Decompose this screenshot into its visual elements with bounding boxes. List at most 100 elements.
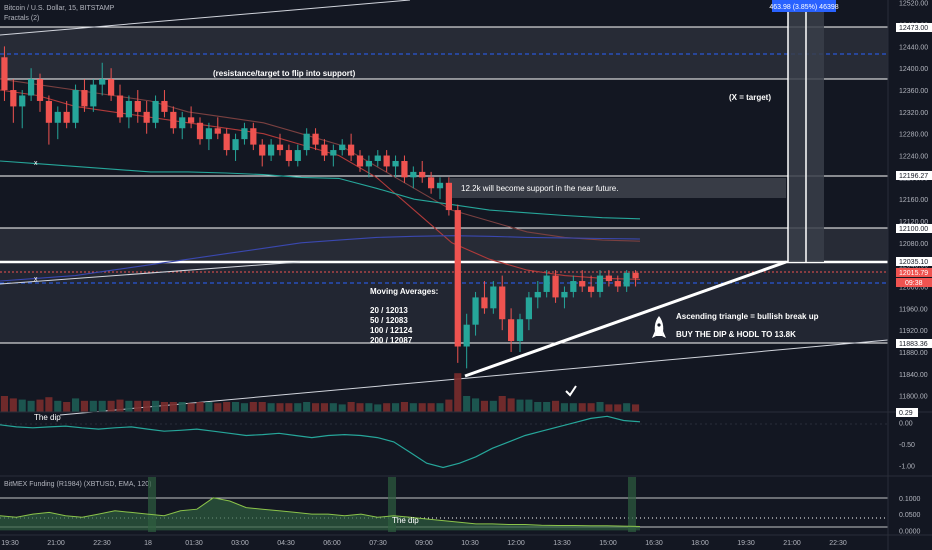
volume-bar bbox=[36, 399, 44, 412]
volume-bar bbox=[498, 396, 506, 412]
candle-body bbox=[303, 133, 310, 151]
candle-body bbox=[312, 133, 319, 145]
triangle-note: Ascending triangle = bullish break up bbox=[676, 312, 819, 321]
volume-bar bbox=[63, 402, 71, 412]
candle-body bbox=[596, 275, 604, 292]
volume-bar bbox=[258, 402, 266, 412]
candle-body bbox=[321, 144, 328, 156]
candle-body bbox=[419, 171, 426, 178]
checkmark-icon bbox=[565, 385, 577, 397]
candle-body bbox=[125, 100, 132, 118]
candle-body bbox=[543, 275, 550, 292]
time-tick-label: 21:00 bbox=[783, 540, 801, 547]
funding-tick-label: 0.0500 bbox=[899, 512, 921, 519]
price-tick-label: 12000.00 bbox=[899, 284, 928, 291]
upper-trendline[interactable] bbox=[0, 0, 411, 36]
candle-body bbox=[161, 100, 168, 112]
candle-body bbox=[401, 160, 408, 178]
time-tick-label: 16:30 bbox=[645, 540, 663, 547]
funding-highlight-2 bbox=[388, 477, 396, 532]
candle-body bbox=[241, 128, 248, 140]
volume-bar bbox=[107, 400, 115, 412]
funding-title: BitMEX Funding (R1984) (XBTUSD, EMA, 120… bbox=[4, 481, 151, 488]
badge-11883-bg bbox=[896, 339, 932, 348]
price-tick-label: 12400.00 bbox=[899, 66, 928, 73]
ma-line-100: 100 / 12124 bbox=[370, 326, 413, 335]
candle-body bbox=[45, 100, 52, 123]
price-tick-label: 12120.00 bbox=[899, 219, 928, 226]
candle-body bbox=[54, 111, 61, 123]
volume-bar bbox=[525, 399, 533, 412]
osc-tick-label: -1.00 bbox=[899, 463, 915, 470]
volume-bar bbox=[240, 403, 248, 412]
candle-body bbox=[570, 281, 577, 292]
funding-tick-label: 0.0000 bbox=[899, 528, 921, 535]
time-axis[interactable]: 19:30 21:00 22:30 18 01:30 03:00 04:30 06:00 07:… bbox=[0, 534, 932, 547]
volume-bar bbox=[160, 402, 168, 412]
candle-body bbox=[72, 90, 79, 123]
time-tick-label: 09:00 bbox=[415, 540, 433, 547]
left-trendline[interactable] bbox=[0, 261, 301, 285]
badge-countdown-bg bbox=[896, 278, 932, 287]
triangle-support-line[interactable] bbox=[464, 260, 787, 378]
price-tick-label: 12240.00 bbox=[899, 154, 928, 161]
time-tick-label: 15:00 bbox=[599, 540, 617, 547]
candle-body bbox=[348, 144, 355, 156]
resistance-zone bbox=[0, 27, 888, 79]
time-tick-label: 19:30 bbox=[737, 540, 755, 547]
time-tick-label: 04:30 bbox=[277, 540, 295, 547]
time-tick-label: 22:30 bbox=[829, 540, 847, 547]
price-tick-label: 11920.00 bbox=[899, 328, 928, 335]
volume-bar bbox=[543, 402, 551, 412]
time-tick-label: 03:00 bbox=[231, 540, 249, 547]
time-tick-label: 06:00 bbox=[323, 540, 341, 547]
target-note: (X = target) bbox=[729, 93, 771, 102]
candle-body bbox=[179, 117, 186, 129]
time-tick-label: 13:30 bbox=[553, 540, 571, 547]
volume-bar bbox=[294, 403, 302, 412]
candle-body bbox=[374, 155, 381, 161]
price-tick-label: 12320.00 bbox=[899, 110, 928, 117]
price-tick-label: 12160.00 bbox=[899, 197, 928, 204]
price-tick-label: 12040.00 bbox=[899, 263, 928, 270]
volume-bar bbox=[196, 402, 204, 412]
candle-body bbox=[499, 286, 506, 320]
candle-body bbox=[481, 297, 488, 309]
volume-bar bbox=[125, 400, 133, 412]
funding-panel: BitMEX Funding (R1984) (XBTUSD, EMA, 120… bbox=[0, 475, 932, 535]
oscillator-line bbox=[0, 415, 641, 469]
volume-bar bbox=[232, 402, 240, 412]
candle-body bbox=[579, 281, 586, 287]
time-tick-label: 21:00 bbox=[47, 540, 65, 547]
volume-bar bbox=[347, 402, 355, 412]
volume-bar bbox=[329, 403, 337, 412]
moving-average-layer bbox=[0, 78, 641, 282]
volume-bar bbox=[178, 402, 186, 412]
volume-bar bbox=[143, 400, 151, 412]
time-tick-label: 01:30 bbox=[185, 540, 203, 547]
candle-body bbox=[445, 182, 452, 211]
time-tick-label: 07:30 bbox=[369, 540, 387, 547]
volume-bar bbox=[516, 399, 524, 412]
volume-bar bbox=[489, 400, 497, 412]
candle-body bbox=[81, 90, 88, 107]
badge-current-bg bbox=[896, 268, 932, 277]
volume-bar bbox=[507, 398, 515, 412]
volume-bar bbox=[276, 403, 284, 412]
x-marker-2: x bbox=[34, 276, 38, 283]
volume-bar bbox=[614, 404, 622, 412]
support-zone bbox=[450, 178, 786, 198]
time-tick-label: 10:30 bbox=[461, 540, 479, 547]
badge-12035-bg bbox=[896, 257, 932, 266]
funding-highlight-1 bbox=[148, 477, 156, 532]
time-tick-label: 19:30 bbox=[1, 540, 19, 547]
volume-bar bbox=[374, 404, 382, 412]
zone-layer bbox=[0, 27, 888, 343]
candle-body bbox=[330, 150, 337, 156]
price-tick-label: 11840.00 bbox=[899, 372, 928, 379]
rocket-icon bbox=[652, 316, 666, 338]
volume-bar bbox=[552, 400, 560, 412]
volume-bar bbox=[267, 403, 275, 412]
price-tick-label: 12080.00 bbox=[899, 241, 928, 248]
